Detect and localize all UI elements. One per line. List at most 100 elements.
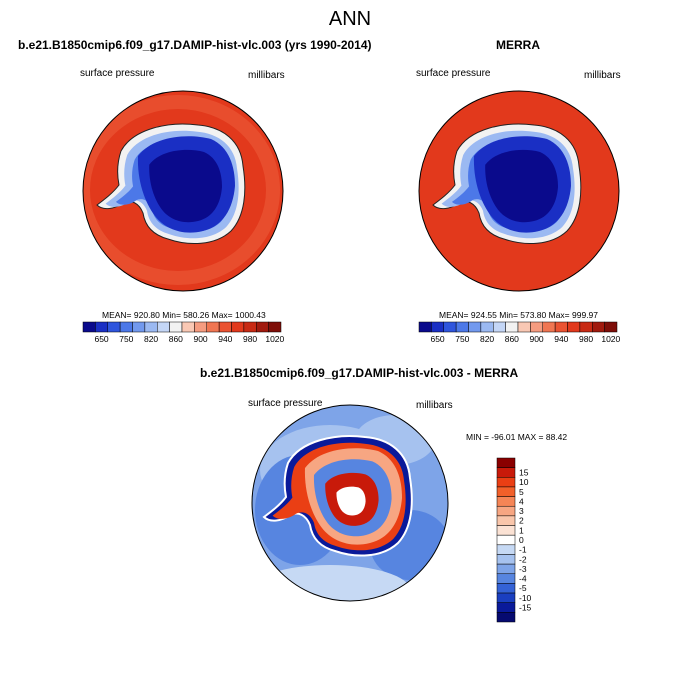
panel-3-stats: MIN = -96.01 MAX = 88.42 [466,432,568,442]
panel-2-colorbar-swatch [468,321,482,333]
panel-1-colorbar-tick-label: 940 [218,334,232,344]
panel-1-units: millibars [248,70,285,81]
panel-3-map [251,404,449,602]
panel-3-colorbar-swatch [496,467,516,478]
panel-2-colorbar-swatch [418,321,432,333]
panel-3-colorbar-swatch [496,505,516,517]
panel-2-colorbar-swatch [542,321,556,333]
panel-1-colorbar-swatch [268,321,282,333]
panel-3-variable: surface pressure [248,398,323,409]
panel-2-colorbar-swatch [443,321,457,333]
panel-3-colorbar-swatch [496,457,516,468]
panel-3-colorbar-tick-label: 0 [519,535,524,545]
panel-1-colorbar-tick-label: 750 [119,334,133,344]
panel-2-colorbar-swatch [592,321,605,333]
panel-1-colorbar-tick-label: 860 [169,334,183,344]
panel-1-colorbar-swatch [243,321,257,333]
panel-2-colorbar-swatch [431,321,444,333]
panel-1-colorbar-swatch [107,321,121,333]
panel-3-colorbar-tick-label: 3 [519,506,524,516]
panel-2-colorbar-tick-label: 750 [455,334,469,344]
panel-2-colorbar-swatch [517,321,531,333]
panel-3-colorbar-tick-label: -5 [519,583,527,593]
panel-2-colorbar-swatch [493,321,506,333]
panel-3-colorbar-tick-label: 5 [519,487,524,497]
panel-3-colorbar-swatch [496,515,516,526]
panel-2-colorbar-tick-label: 940 [554,334,568,344]
panel-2-colorbar-swatch [455,321,469,333]
panel-3-colorbar-tick-label: -4 [519,574,527,584]
panel-1-colorbar-swatch [119,321,133,333]
panel-1-colorbar-swatch [157,321,170,333]
panel-3-colorbar-swatch [496,554,516,565]
panel-1-colorbar-swatch [206,321,220,333]
main-title: ANN [328,8,372,30]
panel-3-colorbar-swatch [496,573,516,584]
panel-2-colorbar-swatch [505,321,519,333]
panel-1-colorbar-swatch [95,321,108,333]
panel-1-colorbar-tick-label: 980 [243,334,257,344]
panel-3-colorbar-swatch [496,525,516,536]
panel-3-colorbar-tick-label: 4 [519,496,524,506]
panel-3-colorbar-tick-label: -2 [519,554,527,564]
panel-1-colorbar-swatch [169,321,183,333]
panel-2-colorbar-tick-label: 1020 [601,334,620,344]
panel-2-colorbar-tick-label: 650 [430,334,444,344]
panel-1-variable: surface pressure [80,68,155,79]
panel-1-title: b.e21.B1850cmip6.f09_g17.DAMIP-hist-vlc.… [18,38,372,52]
panel-3-colorbar-tick-label: 2 [519,516,524,526]
panel-3-colorbar-swatch [496,477,516,488]
panel-1-colorbar-swatch [194,321,207,333]
panel-3-colorbar-tick-label: 15 [519,467,529,477]
panel-2-colorbar: 650 750 820 860 900 940 980 1020 [418,321,621,344]
panel-3-colorbar-tick-label: 1 [519,525,524,535]
panel-1-colorbar-swatch [231,321,245,333]
panel-1-colorbar-tick-label: 1020 [265,334,284,344]
panel-2-colorbar-swatch [480,321,494,333]
panel-3-title: b.e21.B1850cmip6.f09_g17.DAMIP-hist-vlc.… [200,366,519,380]
panel-1-colorbar: 650 750 820 860 900 940 980 1020 [82,321,285,344]
panel-2-colorbar-tick-label: 980 [579,334,593,344]
panel-1-colorbar-swatch [144,321,158,333]
panel-1-colorbar-swatch [256,321,269,333]
panel-3-colorbar-swatch [496,544,516,555]
panel-2-units: millibars [584,70,621,81]
panel-1-colorbar-swatch [82,321,96,333]
panel-1-stats: MEAN= 920.80 Min= 580.26 Max= 1000.43 [102,310,266,320]
panel-2-colorbar-tick-label: 900 [529,334,543,344]
panel-2-colorbar-swatch [554,321,568,333]
panel-2-map [418,90,620,292]
panel-3-colorbar-tick-label: -3 [519,564,527,574]
panel-3-colorbar-swatch [496,534,516,546]
panel-2-colorbar-swatch [567,321,581,333]
panel-3-colorbar-swatch [496,583,516,594]
panel-2-colorbar-swatch [604,321,618,333]
panel-3-colorbar-tick-label: 10 [519,477,529,487]
panel-1-colorbar-tick-label: 900 [193,334,207,344]
panel-3-colorbar-swatch [496,592,516,603]
panel-2-title: MERRA [496,38,540,52]
panel-3-colorbar-swatch [496,602,516,613]
panel-3-colorbar-tick-label: -1 [519,545,527,555]
panel-1-colorbar-swatch [181,321,195,333]
panel-2-colorbar-swatch [530,321,543,333]
panel-1-colorbar-swatch [218,321,232,333]
panel-3-colorbar-swatch [496,496,516,507]
panel-1-colorbar-tick-label: 820 [144,334,158,344]
panel-2-colorbar-swatch [579,321,593,333]
panel-1-colorbar-swatch [132,321,146,333]
panel-1-colorbar-tick-label: 650 [94,334,108,344]
panel-2-stats: MEAN= 924.55 Min= 573.80 Max= 999.97 [439,310,599,320]
panel-3-units: millibars [416,400,453,411]
panel-3-colorbar-swatch [496,486,516,497]
panel-3-colorbar-swatch [496,563,516,575]
panel-2-colorbar-tick-label: 860 [505,334,519,344]
panel-1-map [82,90,284,292]
panel-2-colorbar-tick-label: 820 [480,334,494,344]
panel-3-colorbar-tick-label: -10 [519,593,532,603]
panel-2-variable: surface pressure [416,68,491,79]
panel-3-colorbar-swatch [496,612,516,623]
panel-3-colorbar-tick-label: -15 [519,603,532,613]
